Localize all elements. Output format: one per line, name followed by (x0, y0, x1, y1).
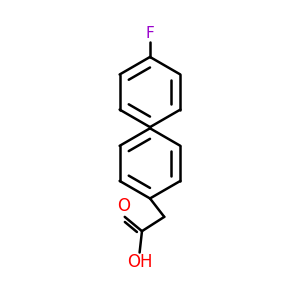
Text: OH: OH (127, 254, 152, 272)
Text: F: F (146, 26, 154, 40)
Text: O: O (117, 197, 130, 215)
